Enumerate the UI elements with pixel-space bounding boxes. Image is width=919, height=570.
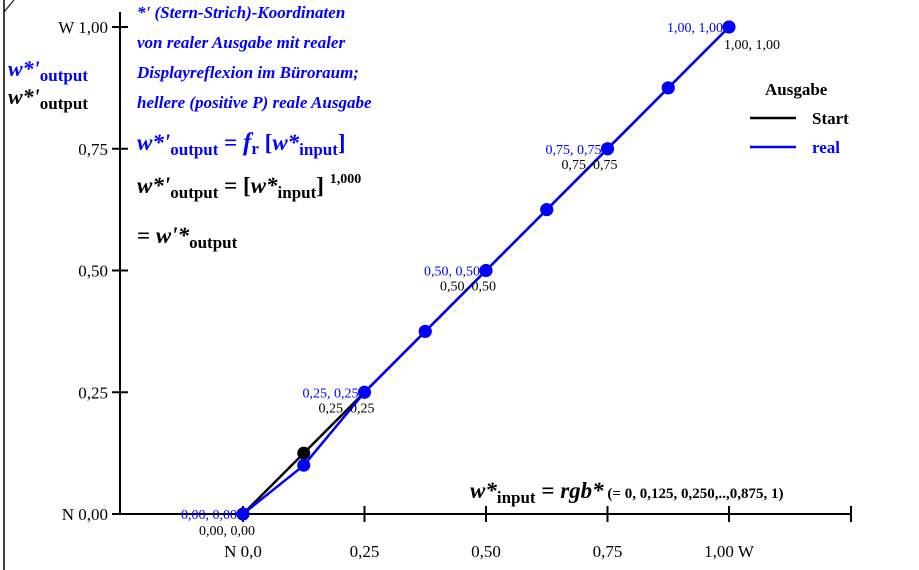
annotation-line-1: *' (Stern-Strich)-Koordinaten xyxy=(137,3,345,22)
x-tick-label-3: 0,75 xyxy=(593,542,623,561)
y-tick-label-1: 0,25 xyxy=(78,383,108,402)
tick-labels: N 0,0 0,25 0,50 0,75 1,00 W N 0,00 0,25 0,50 0,7… xyxy=(58,18,755,561)
series-points xyxy=(236,20,736,521)
point-label-black-5: 0,50, 0,50 xyxy=(440,280,496,295)
x-tick-label-4: 1,00 W xyxy=(704,542,755,561)
point-labels: 0,00, 0,000,00, 0,00 0,25, 0,250,25, 0,25… xyxy=(181,21,780,539)
point-label-black-3: 0,25, 0,25 xyxy=(319,401,375,416)
point-real-0 xyxy=(236,507,250,521)
point-label-black-9: 1,00, 1,00 xyxy=(724,38,780,53)
y-tick-label-2: 0,50 xyxy=(78,262,108,281)
input-formula: w*input = rgb* (= 0, 0,125, 0,250,..,0,8… xyxy=(470,478,783,507)
annotation-line-3: Displayreflexion im Büroraum; xyxy=(136,63,359,82)
y-label-black-main: w*' xyxy=(8,84,40,109)
y-tick-label-0: N 0,00 xyxy=(62,505,108,524)
x-tick-label-0: N 0,0 xyxy=(224,542,262,561)
y-tick-label-3: 0,75 xyxy=(78,140,108,159)
y-label-black-sub: output xyxy=(40,94,89,113)
point-real-6 xyxy=(601,142,614,156)
point-real-4 xyxy=(479,264,493,277)
y-label-black: w*'output xyxy=(8,84,88,113)
legend-label-real: real xyxy=(812,138,840,157)
formula-black: w*'output = [w*input] 1,000 xyxy=(137,172,361,202)
point-real-1 xyxy=(297,458,311,472)
point-real-2 xyxy=(358,385,371,399)
point-real-8 xyxy=(722,20,736,34)
annotation-line-4: hellere (positive P) reale Ausgabe xyxy=(137,93,372,112)
point-label-blue-8: 1,00, 1,00 xyxy=(667,21,723,36)
point-real-3 xyxy=(418,324,432,338)
frame-corner xyxy=(3,0,15,13)
formula-black-2: = w'*output xyxy=(137,223,238,252)
y-label-blue-main: w*' xyxy=(8,56,40,81)
y-tick-label-4: W 1,00 xyxy=(58,18,108,37)
formula-blue: w*'output = fr [w*input] xyxy=(137,129,346,159)
annotation-line-2: von realer Ausgabe mit realer xyxy=(137,33,345,52)
point-label-blue-2: 0,25, 0,25 xyxy=(303,386,359,401)
x-tick-label-1: 0,25 xyxy=(350,542,380,561)
legend-label-start: Start xyxy=(812,109,849,128)
legend: Ausgabe Start real xyxy=(750,80,849,157)
point-start-1 xyxy=(297,446,311,460)
point-real-7 xyxy=(661,81,675,95)
point-label-blue-6: 0,75, 0,75 xyxy=(546,143,602,158)
point-label-black-1: 0,00, 0,00 xyxy=(199,524,255,539)
legend-title: Ausgabe xyxy=(765,80,828,99)
y-label-blue-sub: output xyxy=(40,66,89,85)
point-label-blue-4: 0,50, 0,50 xyxy=(424,265,480,280)
y-label-blue: w*'output xyxy=(8,56,88,85)
point-label-black-7: 0,75, 0,75 xyxy=(562,158,618,173)
point-label-blue-0: 0,00, 0,00 xyxy=(181,508,237,523)
x-tick-label-2: 0,50 xyxy=(471,542,501,561)
point-real-5 xyxy=(540,203,554,217)
